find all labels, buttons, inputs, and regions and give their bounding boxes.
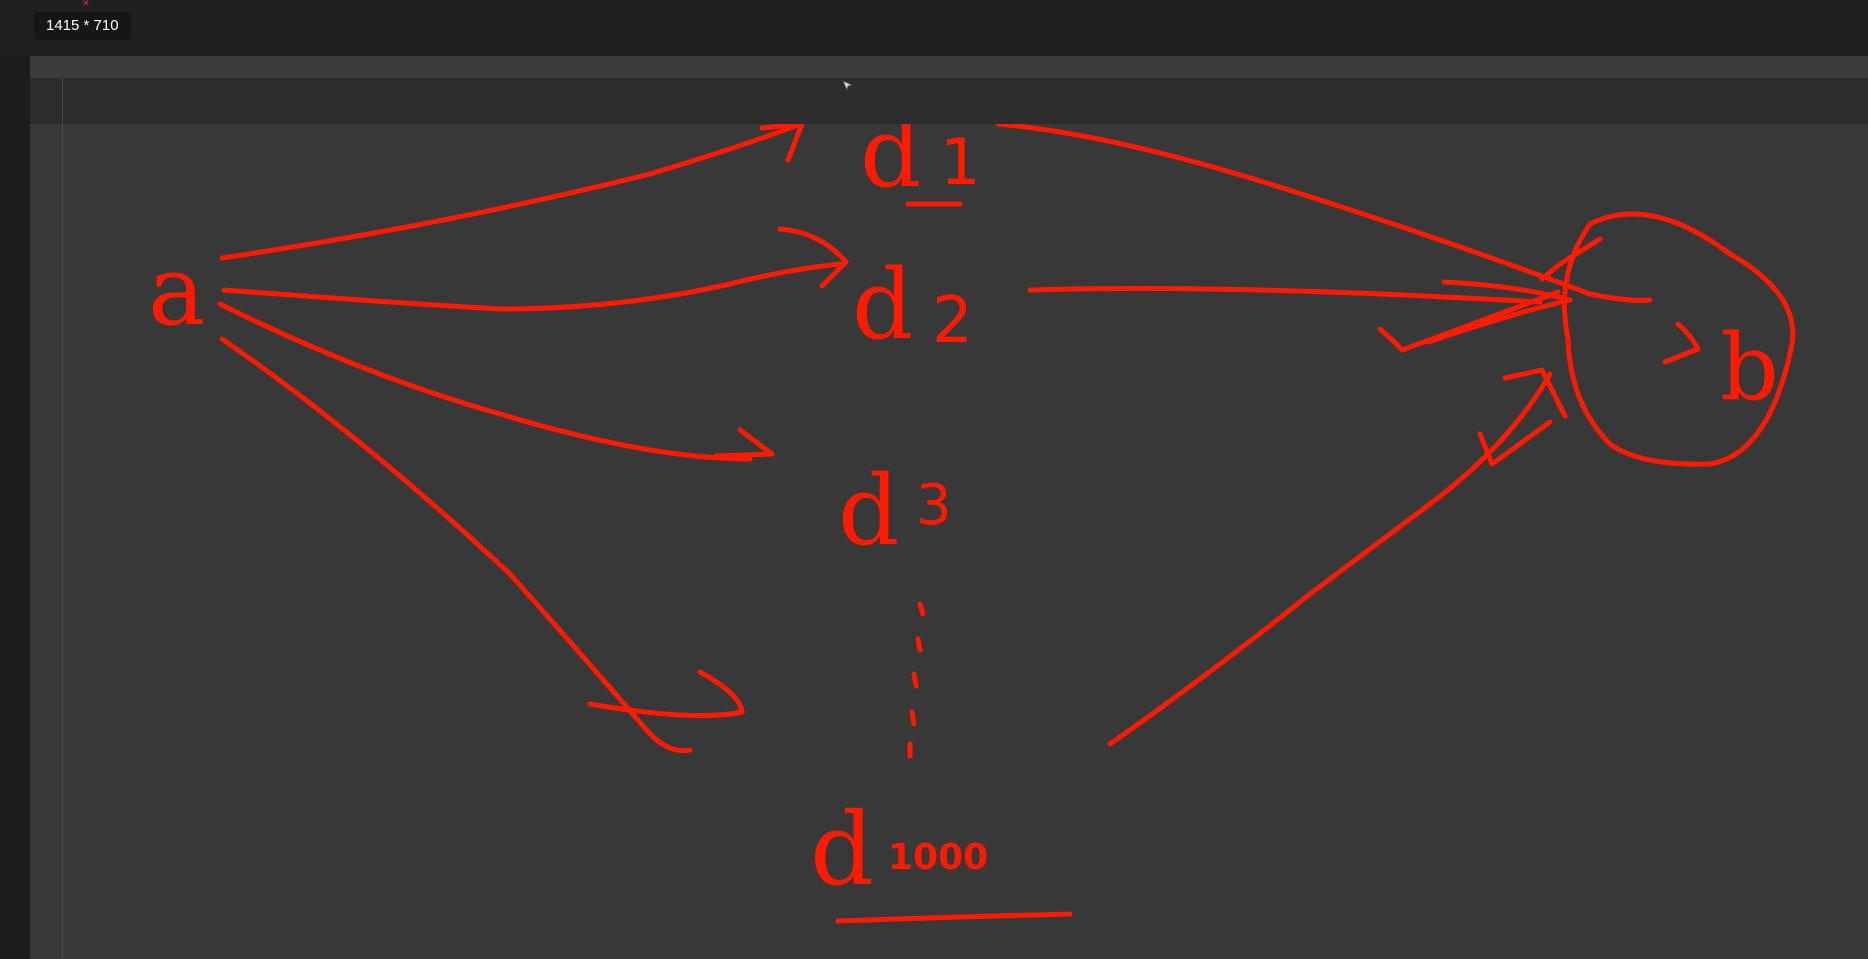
- node-d1-sub: 1: [940, 126, 981, 200]
- edge-d2-b-arrowhead-2: [1377, 289, 1561, 353]
- marker-icon: ✕: [82, 0, 90, 6]
- frame-header: [30, 56, 1868, 79]
- edge-a-d1000: [219, 336, 745, 754]
- node-d2-letter: d: [852, 249, 913, 361]
- node-b-label: b: [1720, 314, 1779, 421]
- node-d3-letter: d: [838, 455, 899, 567]
- edge-d1000-b: [1107, 367, 1568, 747]
- node-d1-letter: d: [860, 124, 921, 209]
- node-d1: d 1: [860, 124, 981, 209]
- edge-d1-b: [995, 124, 1653, 303]
- node-d3-sub: 3: [916, 473, 952, 538]
- d1000-underline: [835, 911, 1073, 924]
- target-circle: [1562, 211, 1796, 467]
- node-d2-sub: 2: [932, 284, 973, 358]
- node-d1000-sub: 1000: [888, 837, 988, 878]
- edge-a-d3: [217, 301, 775, 462]
- node-d2: d 2: [852, 249, 973, 361]
- inner-arrowhead: [1662, 321, 1701, 365]
- left-gutter: [0, 56, 30, 959]
- edge-d2-b: [1027, 279, 1573, 345]
- toolbar-strip: [30, 78, 1868, 124]
- node-b: b: [1562, 211, 1796, 467]
- ellipsis-dots: [907, 601, 926, 759]
- node-d1000: d 1000: [810, 791, 1073, 924]
- top-bar: 1415 * 710 ✕: [0, 0, 1868, 56]
- node-a: a: [148, 235, 205, 347]
- size-readout: 1415 * 710: [34, 12, 131, 40]
- node-a-label: a: [148, 235, 205, 347]
- handwritten-graph: a d 1 d 2 d 3 d 1000 b: [148, 124, 1796, 924]
- ruler-line: [62, 78, 63, 959]
- node-d1000-letter: d: [810, 791, 874, 908]
- cursor-icon: [842, 80, 854, 92]
- edge-a-d1: [219, 124, 805, 261]
- edge-a-d2: [221, 226, 849, 312]
- node-d3: d 3: [838, 455, 952, 567]
- drawing-canvas[interactable]: a d 1 d 2 d 3 d 1000 b: [30, 124, 1868, 959]
